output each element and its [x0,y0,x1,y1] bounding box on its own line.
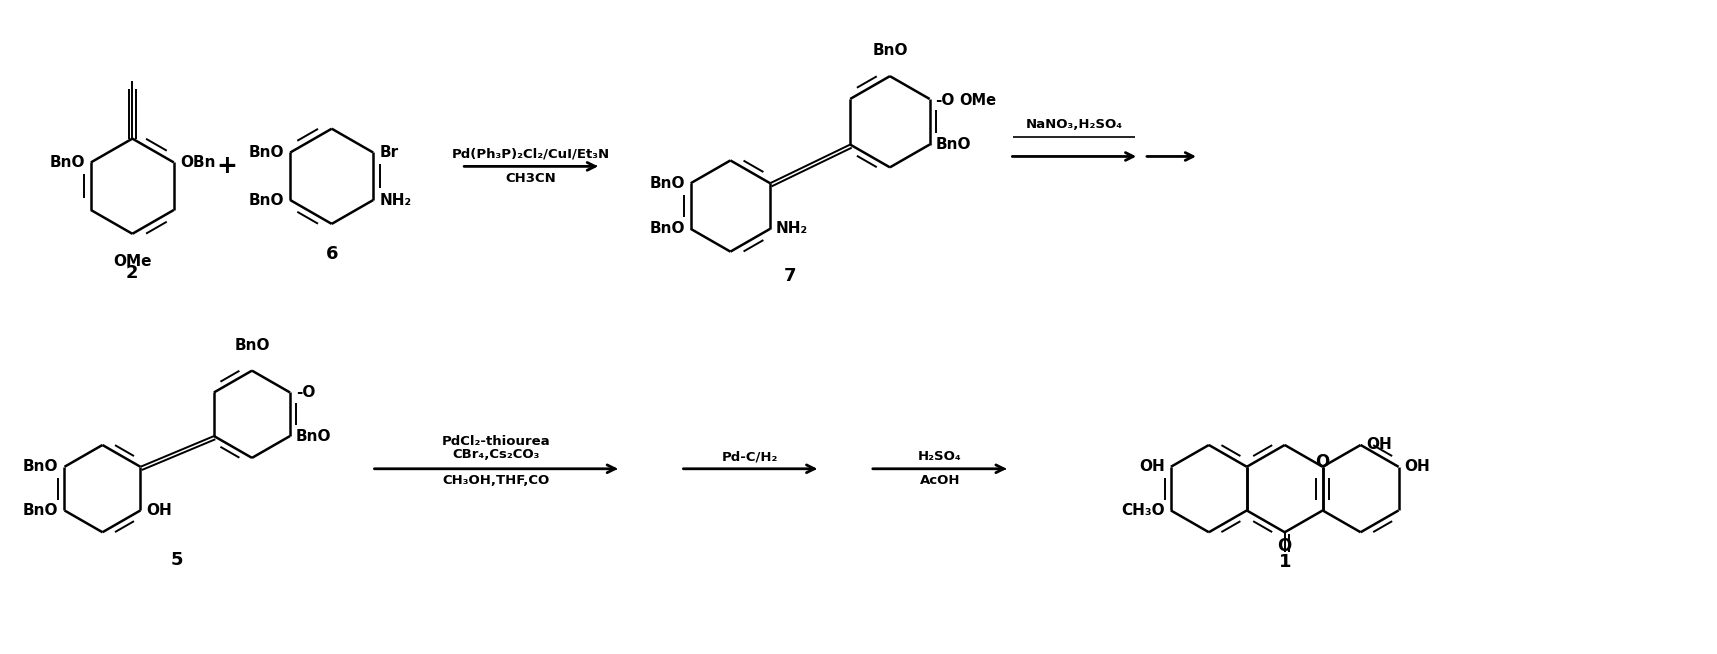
Text: 7: 7 [785,267,797,285]
Text: H₂SO₄: H₂SO₄ [919,451,962,464]
Text: BnO: BnO [249,145,285,160]
Text: Br: Br [379,145,398,160]
Text: -O: -O [936,94,955,109]
Text: O: O [1277,537,1291,555]
Text: OH: OH [1405,459,1430,474]
Text: BnO: BnO [22,503,58,518]
Text: -O: -O [295,385,316,400]
Text: Pd-C/H₂: Pd-C/H₂ [723,451,778,464]
Text: BnO: BnO [872,43,908,58]
Text: BnO: BnO [22,459,58,474]
Text: AcOH: AcOH [920,474,960,487]
Text: CH3CN: CH3CN [507,172,556,185]
Text: +: + [216,154,237,179]
Text: O: O [1315,453,1329,471]
Text: 5: 5 [172,551,184,569]
Text: OBn: OBn [180,155,215,170]
Text: OH: OH [1367,438,1392,453]
Text: OH: OH [146,503,172,518]
Text: BnO: BnO [234,337,270,353]
Text: BnO: BnO [50,155,84,170]
Text: NH₂: NH₂ [776,221,809,236]
Text: OH: OH [1138,459,1164,474]
Text: BnO: BnO [649,221,685,236]
Text: NaNO₃,H₂SO₄: NaNO₃,H₂SO₄ [1025,118,1123,131]
Text: OMe: OMe [960,94,996,109]
Text: PdCl₂-thiourea: PdCl₂-thiourea [441,434,551,447]
Text: 1: 1 [1279,553,1291,571]
Text: NH₂: NH₂ [379,192,412,207]
Text: CH₃O: CH₃O [1121,503,1164,518]
Text: CBr₄,Cs₂CO₃: CBr₄,Cs₂CO₃ [453,449,539,462]
Text: BnO: BnO [249,192,285,207]
Text: 6: 6 [326,245,338,263]
Text: 2: 2 [125,264,139,281]
Text: OMe: OMe [113,254,151,269]
Text: BnO: BnO [295,428,331,443]
Text: BnO: BnO [649,176,685,191]
Text: BnO: BnO [936,137,972,152]
Text: Pd(Ph₃P)₂Cl₂/CuI/Et₃N: Pd(Ph₃P)₂Cl₂/CuI/Et₃N [452,148,610,161]
Text: CH₃OH,THF,CO: CH₃OH,THF,CO [443,474,549,487]
